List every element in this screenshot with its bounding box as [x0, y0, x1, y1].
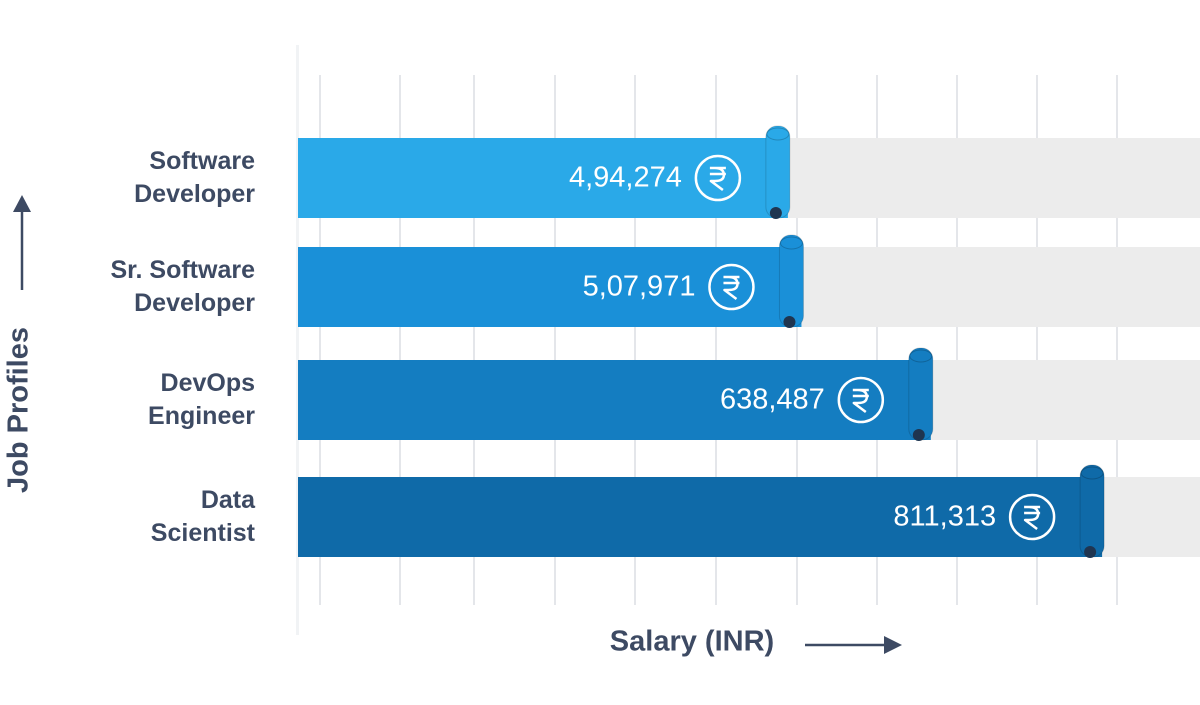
- bar: [298, 360, 931, 440]
- scroll-end: [1079, 464, 1105, 558]
- x-axis-label: Salary (INR): [610, 626, 774, 658]
- bar: [298, 138, 788, 218]
- rupee-circle: [694, 154, 742, 202]
- rupee-icon: [1008, 493, 1056, 541]
- scroll-end: [908, 347, 934, 441]
- value-label: 638,487: [720, 384, 825, 416]
- scroll-roll-top: [1080, 466, 1104, 480]
- rupee-circle: [708, 263, 755, 311]
- y-axis-shade: [296, 45, 299, 635]
- rupee-circle: [837, 376, 885, 424]
- category-label: DevOps Engineer: [148, 369, 255, 430]
- y-axis-label: Job Profiles: [3, 327, 35, 493]
- scroll-roll-core: [769, 207, 782, 219]
- scroll-roll-top: [766, 127, 790, 141]
- rupee-icon: [694, 154, 742, 202]
- rupee-icon: [837, 376, 885, 424]
- rupee-glyph: [1023, 505, 1041, 530]
- category-label: Sr. Software Developer: [110, 256, 256, 317]
- scroll-roll-core: [912, 429, 925, 441]
- scroll-roll-core: [1084, 546, 1097, 558]
- y-axis-arrow: [13, 195, 31, 290]
- scroll-end: [778, 234, 804, 328]
- rupee-glyph: [852, 388, 869, 413]
- plot: 4,94,274 5,07,971 638,487 811,313: [298, 125, 1200, 558]
- rupee-glyph: [709, 166, 726, 191]
- scroll-roll-top: [909, 349, 933, 363]
- scroll-end: [765, 125, 791, 219]
- value-label: 811,313: [893, 501, 996, 533]
- x-axis-arrow: [805, 636, 902, 654]
- scroll-roll-core: [783, 316, 796, 328]
- bar: [298, 477, 1103, 557]
- rupee-icon: [708, 263, 755, 311]
- value-label: 4,94,274: [569, 162, 682, 194]
- value-label: 5,07,971: [583, 271, 696, 303]
- rupee-glyph: [723, 275, 740, 300]
- category-label: Software Developer: [134, 147, 255, 208]
- rupee-circle: [1008, 493, 1056, 541]
- category-label: Data Scientist: [150, 486, 255, 547]
- bar: [298, 247, 802, 327]
- scroll-roll-top: [779, 236, 803, 250]
